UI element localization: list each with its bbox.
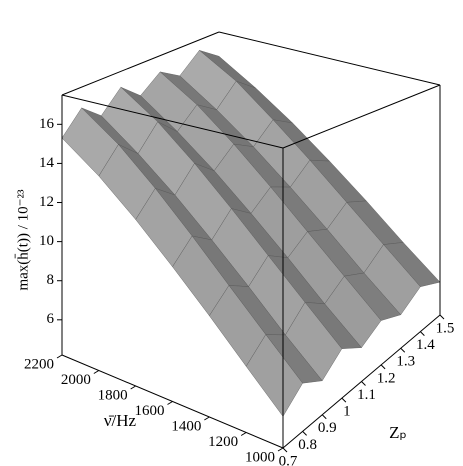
y-tick-label: 1.1 (357, 387, 376, 403)
y-tick (439, 314, 445, 320)
x-tick-label: 1000 (245, 449, 275, 465)
z-tick-label: 12 (39, 194, 54, 210)
z-tick-label: 16 (39, 116, 55, 132)
z-tick-label: 6 (47, 311, 55, 327)
z-tick-label: 8 (47, 272, 55, 288)
x-axis-label: ν̄/Hz (104, 411, 137, 430)
y-tick-label: 1.4 (416, 337, 435, 353)
box-edge (282, 84, 441, 149)
y-tick-label: 1 (343, 404, 351, 420)
x-tick-label: 1800 (98, 387, 128, 403)
x-tick (56, 354, 63, 359)
z-tick-label: 14 (39, 155, 55, 171)
x-tick-label: 1600 (135, 403, 165, 419)
y-tick-label: 1.3 (396, 354, 415, 370)
y-tick-label: 0.7 (279, 453, 298, 466)
box-edge (61, 94, 284, 149)
x-tick (167, 401, 173, 405)
y-axis-label: Zₚ (389, 423, 407, 442)
x-tick-label: 1200 (208, 434, 238, 450)
x-tick (240, 432, 247, 436)
x-tick (204, 416, 210, 421)
y-tick-label: 1.2 (377, 370, 396, 386)
z-axis-label: max(h̄(t)) / 10⁻²³ (15, 189, 31, 291)
y-tick (282, 447, 288, 453)
y-tick (341, 397, 347, 403)
y-tick (380, 364, 386, 370)
y-tick (420, 331, 425, 336)
box-edge (218, 31, 441, 86)
box-edge (61, 31, 220, 96)
x-tick (277, 447, 284, 452)
y-tick (400, 347, 406, 353)
y-tick-label: 1.5 (436, 320, 455, 336)
x-tick-label: 1400 (171, 418, 201, 434)
x-tick-label: 2000 (61, 372, 91, 388)
y-tick (361, 381, 366, 386)
x-tick (130, 385, 136, 390)
x-tick-label: 2200 (24, 356, 54, 372)
surface-face (245, 334, 303, 417)
y-tick (321, 414, 327, 420)
y-tick-label: 0.9 (318, 420, 337, 436)
x-tick (93, 370, 100, 374)
y-tick (302, 431, 307, 436)
y-tick-label: 0.8 (298, 437, 317, 453)
z-tick-label: 10 (39, 233, 54, 249)
